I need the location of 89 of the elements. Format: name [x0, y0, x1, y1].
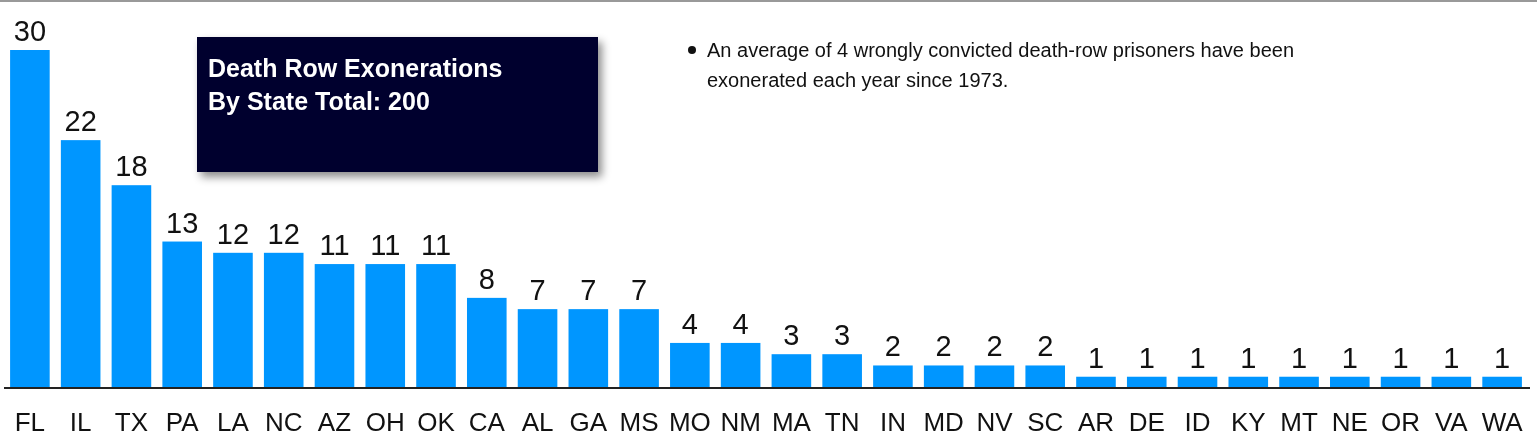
- bar: [822, 354, 862, 388]
- annotation: An average of 4 wrongly convicted death-row prisoners have been exonerated each year since 1973.: [707, 39, 1295, 91]
- x-tick-label: OH: [365, 407, 405, 437]
- x-tick-label: GA: [569, 407, 608, 437]
- data-label: 12: [216, 217, 250, 250]
- data-label: 3: [834, 319, 851, 352]
- x-tick-label: MO: [668, 407, 711, 437]
- bar: [416, 264, 456, 388]
- bar: [111, 185, 152, 388]
- data-label: 22: [64, 105, 97, 138]
- bar: [1330, 376, 1370, 388]
- data-label: 30: [13, 15, 47, 47]
- bar: [1076, 376, 1116, 388]
- bar: [162, 241, 202, 388]
- x-tick-label: IL: [69, 407, 92, 437]
- bar: [213, 252, 253, 388]
- bar: [60, 140, 101, 388]
- data-label: 1: [1087, 341, 1105, 374]
- x-tick-label: DE: [1128, 407, 1165, 437]
- bar: [923, 365, 964, 388]
- data-label: 1: [1494, 341, 1511, 374]
- x-tick-label: NC: [264, 407, 303, 437]
- bar: [771, 354, 812, 388]
- x-tick-label: AL: [521, 407, 554, 437]
- x-tick-label: ID: [1184, 407, 1211, 437]
- data-label: 11: [420, 229, 452, 262]
- bar: [263, 252, 304, 388]
- x-tick-label: NE: [1331, 407, 1368, 437]
- data-label: 1: [1392, 341, 1409, 374]
- data-label: 7: [631, 274, 648, 307]
- x-tick-label: PA: [165, 407, 200, 437]
- data-label: 1: [1341, 341, 1358, 374]
- data-label: 2: [1037, 330, 1054, 363]
- bar: [517, 309, 558, 388]
- data-label: 8: [478, 262, 495, 295]
- x-tick-label: MT: [1280, 407, 1318, 437]
- bar: [670, 342, 710, 388]
- bar: [1279, 376, 1319, 388]
- bar: [720, 342, 761, 388]
- x-tick-label: LA: [217, 407, 250, 437]
- data-label: 1: [1189, 341, 1206, 374]
- bar: [365, 264, 406, 388]
- data-label: 4: [681, 307, 698, 340]
- data-label: 2: [884, 330, 901, 363]
- data-label: 1: [1138, 341, 1155, 374]
- data-label: 13: [166, 206, 199, 239]
- x-tick-label: FL: [14, 407, 46, 437]
- bar: [1126, 376, 1167, 388]
- data-label: 2: [935, 330, 952, 363]
- bar: [466, 297, 507, 388]
- bar: [10, 50, 50, 388]
- data-label: 4: [732, 307, 749, 340]
- x-tick-label: AZ: [317, 407, 352, 437]
- bar: [314, 264, 355, 388]
- data-label: 3: [783, 319, 800, 352]
- bar: [1228, 376, 1269, 388]
- data-label: 11: [370, 229, 401, 262]
- x-tick-label: NV: [976, 407, 1014, 437]
- data-label: 1: [1240, 341, 1257, 374]
- x-tick-label: KY: [1230, 407, 1266, 437]
- data-label: 18: [115, 150, 148, 183]
- data-label: 7: [529, 274, 546, 307]
- x-tick-label: WA: [1481, 407, 1524, 437]
- bar: [568, 309, 609, 388]
- bar: [873, 365, 913, 388]
- text: Death Row Exonerations By State Total: 200: [208, 54, 503, 115]
- x-tick-label: IN: [879, 407, 906, 437]
- x-tick-label: VA: [1434, 407, 1469, 437]
- bar: [1482, 376, 1522, 388]
- x-tick-label: MS: [619, 407, 659, 437]
- x-tick-label: SC: [1027, 407, 1064, 437]
- bar: [974, 365, 1015, 388]
- x-tick-label: OR: [1381, 407, 1421, 437]
- x-tick-label: TN: [824, 407, 860, 437]
- bar: [619, 309, 659, 388]
- data-label: 2: [986, 330, 1003, 363]
- x-tick-label: NM: [720, 407, 761, 437]
- data-label: 11: [319, 229, 350, 262]
- data-label: 1: [1290, 341, 1308, 374]
- x-tick-label: AR: [1077, 407, 1115, 437]
- x-tick-label: MD: [923, 407, 964, 437]
- data-label: 7: [580, 274, 597, 307]
- x-tick-label: MA: [771, 407, 812, 437]
- x-tick-label: CA: [468, 407, 506, 437]
- x-tick-label: OK: [417, 407, 456, 437]
- data-label: 1: [1443, 341, 1460, 374]
- bar: [1025, 365, 1066, 388]
- x-tick-label: TX: [114, 407, 149, 437]
- data-label: 12: [267, 217, 300, 250]
